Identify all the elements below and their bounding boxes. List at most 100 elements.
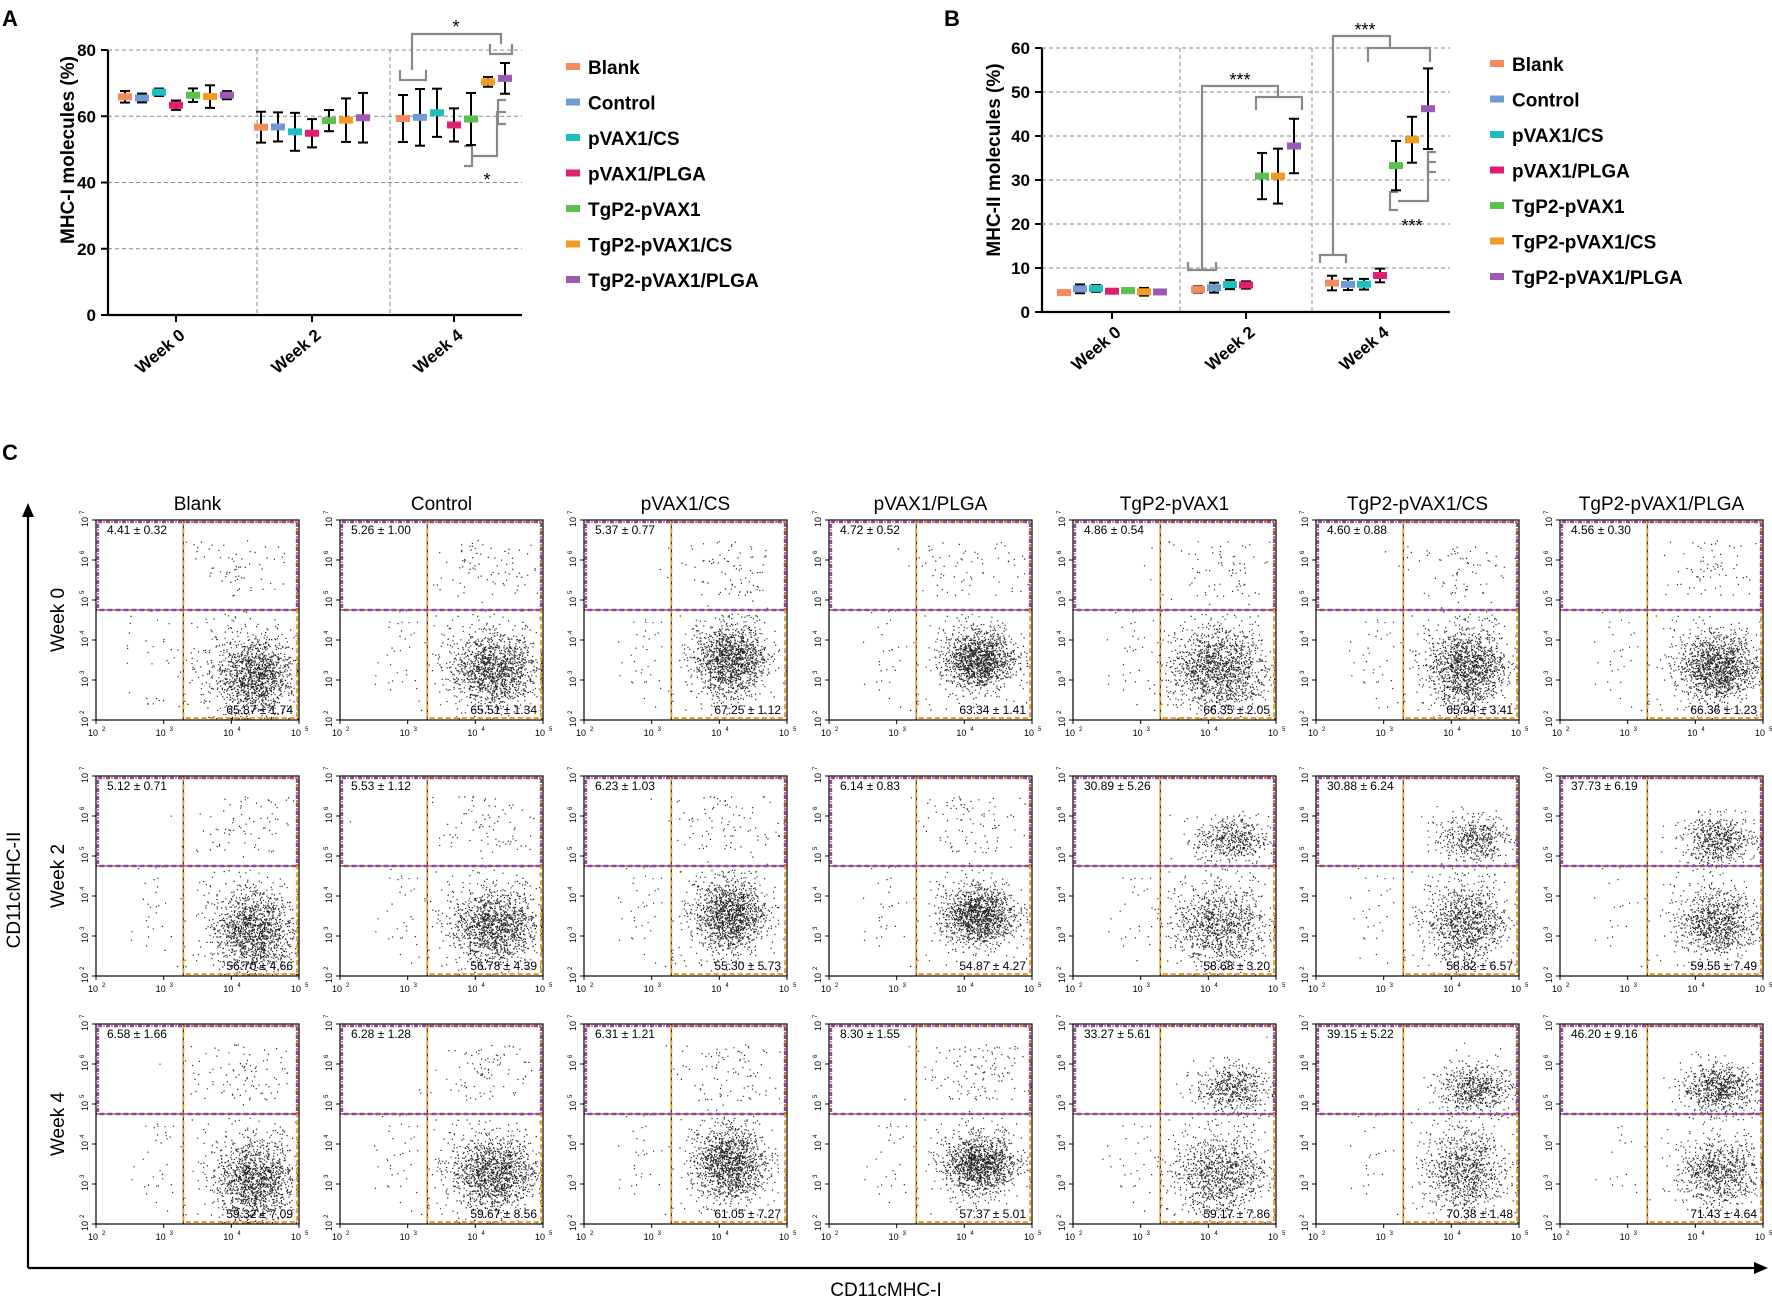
y-tick-exponent: 3 (80, 670, 86, 674)
x-tick-exponent: 5 (549, 983, 553, 989)
upper-gate-percentage: 4.60 ± 0.88 (1327, 523, 1387, 537)
mhc2-gate (96, 1024, 299, 1116)
y-tick-label: 10 (1544, 893, 1554, 903)
y-tick-label: 10 (1544, 1141, 1554, 1151)
x-tick-exponent: 3 (1634, 727, 1638, 733)
y-tick-label: 10 (1057, 813, 1067, 823)
panel-a-ticks: 0 20 40 60 80 (77, 41, 455, 325)
x-tick-exponent: 4 (481, 1231, 485, 1237)
upper-gate-percentage: 4.41 ± 0.32 (107, 523, 167, 537)
y-tick-exponent: 6 (1057, 1054, 1063, 1058)
mhc2-gate (340, 520, 543, 612)
flow-plot-frame (1559, 1023, 1764, 1225)
flow-plot-frame (828, 519, 1033, 721)
y-tick-label: 10 (1300, 717, 1310, 727)
panel-label-a: A (2, 6, 18, 31)
x-tick-label: 10 (889, 984, 899, 994)
data-point (305, 129, 319, 137)
flow-plot: 10 2 10 3 10 4 10 5 10 2 10 3 10 4 10 5 10 6 10 7 6.23 ± 1.0… (568, 766, 797, 994)
x-tick-exponent: 2 (1566, 727, 1570, 733)
y-tick-label: 10 (568, 1181, 578, 1191)
y-tick-exponent: 3 (1057, 1174, 1063, 1178)
y-tick-exponent: 2 (1544, 966, 1550, 970)
x-tick-label: 10 (1133, 984, 1143, 994)
data-point (1239, 281, 1253, 289)
x-tick-exponent: 5 (1769, 983, 1772, 989)
data-point (1121, 287, 1135, 295)
y-tick-label: 10 (80, 933, 90, 943)
category-label: Week 4 (1336, 322, 1393, 374)
data-point (1191, 285, 1205, 293)
legend-swatch (566, 134, 580, 141)
y-tick-exponent: 7 (813, 1014, 819, 1018)
panel-b-y-axis-label: MHC-II molecules (%) (984, 63, 1005, 256)
x-tick-exponent: 2 (1322, 727, 1326, 733)
x-tick-label: 10 (576, 1232, 586, 1242)
y-tick-exponent: 6 (324, 806, 330, 810)
y-tick-exponent: 5 (80, 846, 86, 850)
mhc2-gate (1316, 1024, 1519, 1116)
y-tick-label: 10 (1544, 973, 1554, 983)
mhc2-gate (584, 776, 787, 868)
data-point (413, 113, 427, 121)
y-tick-label: 10 (80, 1021, 90, 1031)
x-tick-label: 10 (644, 728, 654, 738)
upper-gate-percentage: 39.15 ± 5.22 (1327, 1027, 1394, 1041)
x-tick-exponent: 5 (1282, 983, 1286, 989)
y-tick-exponent: 3 (813, 926, 819, 930)
y-tick-exponent: 3 (568, 926, 574, 930)
flow-x-axis-label: CD11cMHC-I (830, 1280, 942, 1299)
data-point (1223, 281, 1237, 289)
y-tick-exponent: 7 (1057, 510, 1063, 514)
y-tick-label: 10 (813, 517, 823, 527)
flow-plot-frame (1315, 775, 1520, 977)
y-tick-exponent: 5 (1057, 590, 1063, 594)
y-tick-label: 40 (1011, 127, 1030, 146)
x-tick-label: 10 (535, 728, 545, 738)
legend-swatch (1490, 273, 1504, 280)
panel-b-significance: *** *** *** (1186, 20, 1436, 272)
x-tick-label: 10 (956, 984, 966, 994)
x-tick-label: 10 (400, 1232, 410, 1242)
y-tick-label: 10 (1300, 637, 1310, 647)
y-tick-exponent: 4 (80, 1134, 86, 1138)
x-tick-label: 10 (467, 1232, 477, 1242)
legend-label: TgP2-pVAX1/CS (588, 236, 732, 257)
y-tick-exponent: 7 (80, 510, 86, 514)
y-tick-label: 10 (568, 933, 578, 943)
flow-plot: 10 2 10 3 10 4 10 5 10 2 10 3 10 4 10 5 10 6 10 7 37.73 ± 6.… (1544, 766, 1772, 994)
y-tick-label: 10 (80, 853, 90, 863)
mhc2-gate (829, 1024, 1032, 1116)
y-tick-label: 10 (813, 677, 823, 687)
flow-column-header: pVAX1/CS (641, 494, 730, 515)
flow-plot-frame (1072, 1023, 1277, 1225)
y-tick-label: 10 (1544, 773, 1554, 783)
y-tick-label: 10 (1544, 1021, 1554, 1031)
legend-label: Control (1512, 91, 1580, 112)
y-tick-exponent: 3 (324, 1174, 330, 1178)
y-tick-label: 10 (1057, 717, 1067, 727)
legend-swatch (566, 169, 580, 177)
legend-swatch (1490, 95, 1504, 103)
y-tick-exponent: 7 (324, 510, 330, 514)
x-tick-exponent: 4 (725, 983, 729, 989)
y-tick-label: 10 (1544, 597, 1554, 607)
significance-bracket (410, 32, 503, 70)
x-tick-exponent: 4 (1457, 1231, 1461, 1237)
y-tick-exponent: 7 (813, 766, 819, 770)
legend-swatch (1490, 166, 1504, 174)
y-tick-exponent: 6 (813, 550, 819, 554)
mhc2-gate (340, 1024, 543, 1116)
upper-gate-percentage: 30.89 ± 5.26 (1084, 779, 1151, 793)
flow-plot-frame (583, 1023, 788, 1225)
x-tick-exponent: 5 (1769, 1231, 1772, 1237)
y-tick-label: 10 (324, 637, 334, 647)
y-tick-exponent: 4 (813, 886, 819, 890)
data-point (1255, 172, 1269, 180)
x-tick-exponent: 2 (835, 1231, 839, 1237)
x-tick-label: 10 (1620, 984, 1630, 994)
x-tick-exponent: 2 (102, 983, 106, 989)
y-tick-label: 10 (813, 717, 823, 727)
y-tick-label: 10 (80, 813, 90, 823)
lower-gate-percentage: 56.70 ± 4.66 (226, 959, 293, 973)
